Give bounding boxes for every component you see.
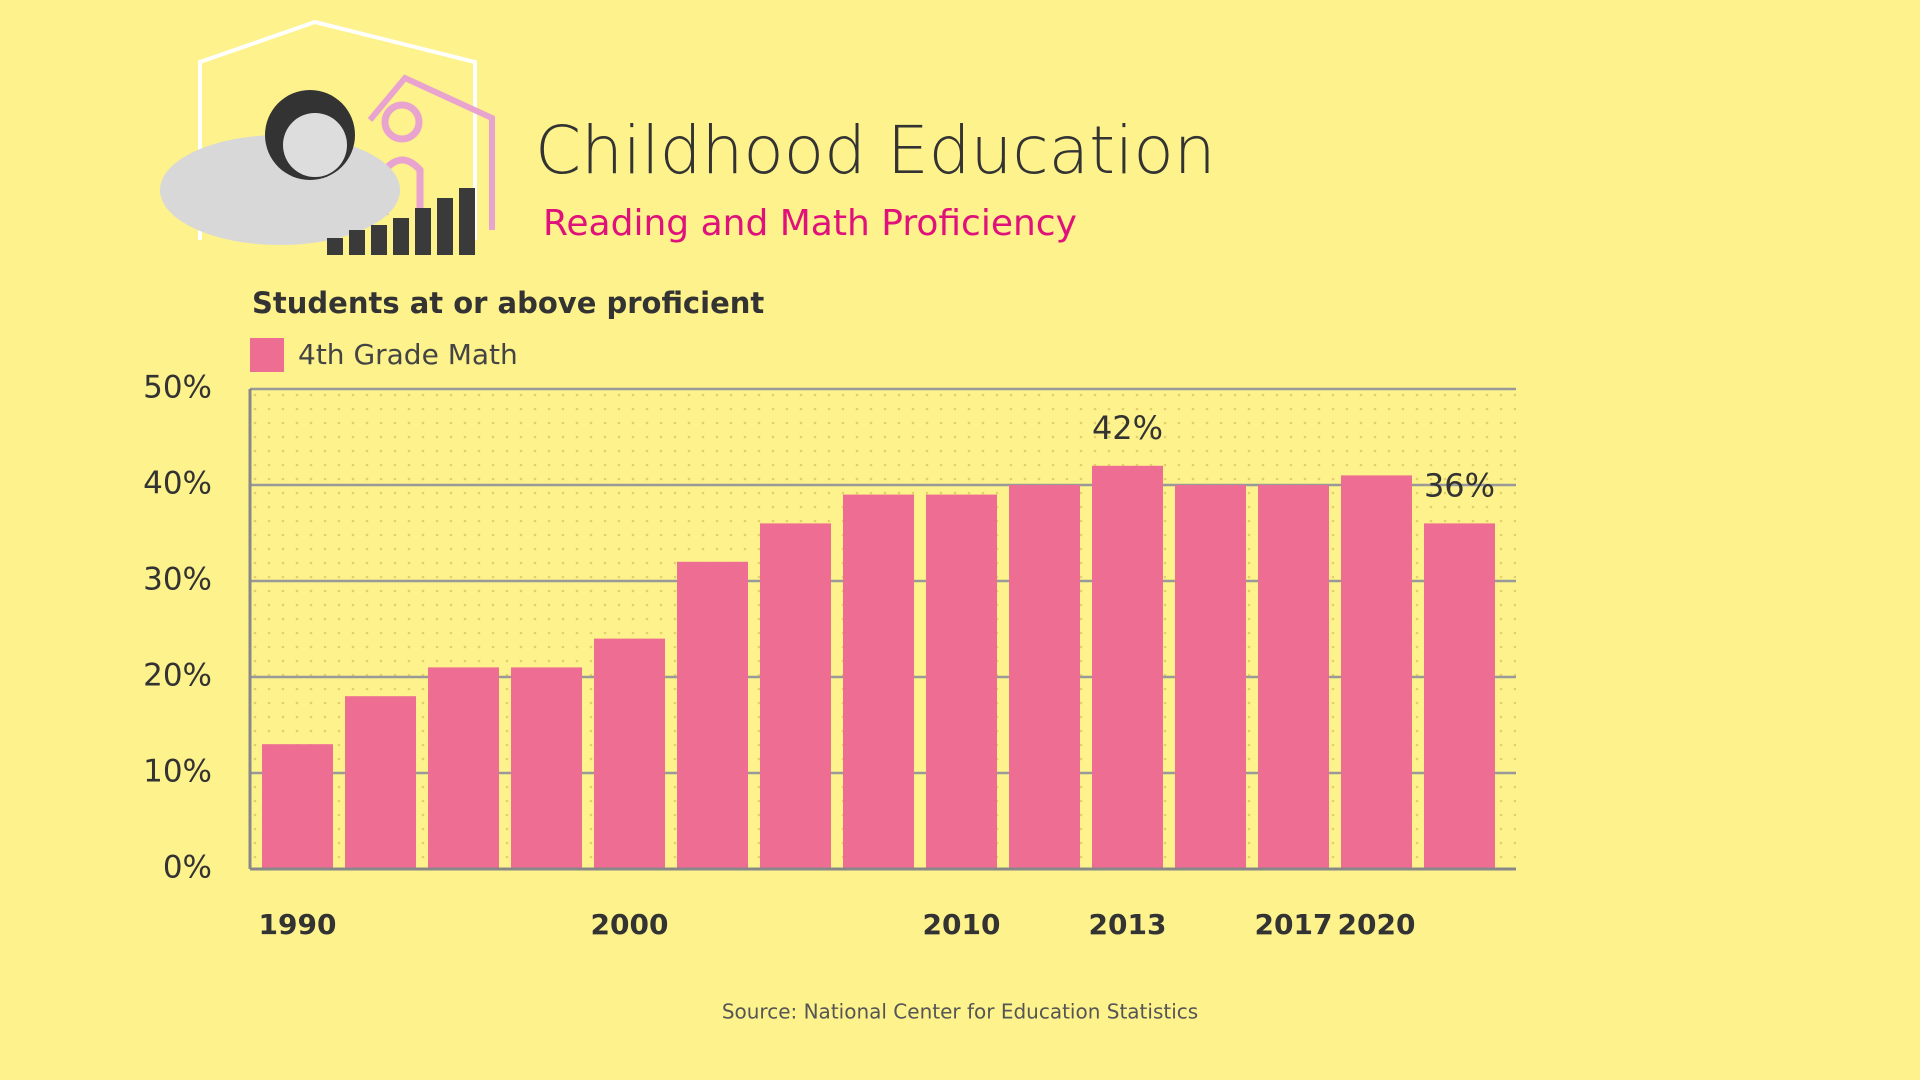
y-tick-label: 0% <box>163 850 212 886</box>
x-tick-label: 2020 <box>1338 908 1416 941</box>
legend-swatch <box>250 338 284 372</box>
bar <box>926 494 997 869</box>
title: Childhood Education <box>535 112 1216 189</box>
bar <box>760 523 831 869</box>
x-tick-label: 2000 <box>591 908 669 941</box>
data-label: 42% <box>1092 409 1163 447</box>
bar <box>594 638 665 869</box>
y-tick-label: 10% <box>143 754 212 790</box>
illustration <box>160 19 495 255</box>
bar <box>428 667 499 869</box>
bar <box>677 561 748 869</box>
bar <box>843 494 914 869</box>
y-tick-label: 50% <box>143 370 212 406</box>
y-axis-label: Students at or above proficient <box>252 286 764 320</box>
bar <box>1175 485 1246 869</box>
bar <box>1424 523 1495 869</box>
bar <box>511 667 582 869</box>
x-tick-label: 1990 <box>259 908 337 941</box>
y-tick-label: 40% <box>143 466 212 502</box>
bar <box>1009 485 1080 869</box>
bar <box>1341 475 1412 869</box>
subtitle: Reading and Math Proficiency <box>543 203 1077 244</box>
bar <box>345 696 416 869</box>
y-tick-label: 20% <box>143 658 212 694</box>
y-tick-label: 30% <box>143 562 212 598</box>
legend-label: 4th Grade Math <box>298 338 518 371</box>
bar <box>1258 485 1329 869</box>
bar <box>262 744 333 869</box>
bar <box>1092 465 1163 869</box>
x-tick-label: 2010 <box>923 908 1001 941</box>
x-tick-label: 2013 <box>1089 908 1167 941</box>
data-label: 36% <box>1424 466 1495 504</box>
x-tick-label: 2017 <box>1255 908 1333 941</box>
source: Source: National Center for Education St… <box>722 1000 1198 1024</box>
